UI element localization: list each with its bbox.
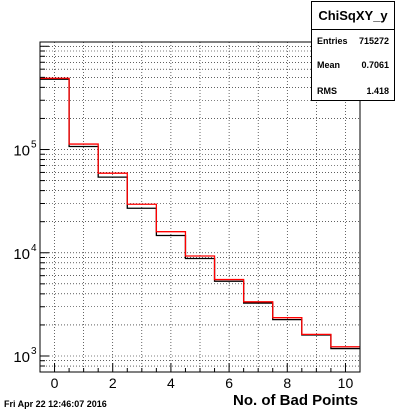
stats-row-rms: RMS 1.418	[317, 86, 389, 96]
x-tick-label: 2	[109, 375, 117, 391]
stats-value: 715272	[358, 36, 389, 46]
x-tick-label: 6	[225, 375, 233, 391]
x-tick-label: 10	[338, 375, 354, 391]
y-tick-label: 10	[13, 349, 30, 366]
stats-box: ChiSqXY_y Entries 715272 Mean 0.7061 RMS…	[311, 1, 395, 101]
y-tick-exponent: 3	[31, 346, 37, 357]
stats-label: Mean	[317, 60, 341, 70]
y-tick-label: 10	[13, 143, 30, 160]
x-tick-label: 4	[167, 375, 175, 391]
stats-label: RMS	[317, 86, 337, 96]
y-tick-exponent: 4	[31, 243, 37, 254]
x-tick-label: 8	[283, 375, 291, 391]
grid-lines	[40, 42, 360, 373]
x-tick-label: 0	[51, 375, 59, 391]
stats-label: Entries	[317, 36, 348, 46]
stats-value: 1.418	[366, 86, 389, 96]
stats-value: 0.7061	[361, 60, 389, 70]
timestamp-footer: Fri Apr 22 12:46:07 2016	[4, 399, 107, 409]
stats-row-entries: Entries 715272	[317, 36, 389, 46]
histogram-red	[40, 77, 360, 348]
y-tick-label: 10	[13, 246, 30, 263]
stats-title: ChiSqXY_y	[312, 2, 394, 30]
y-tick-exponent: 5	[31, 140, 37, 151]
stats-row-mean: Mean 0.7061	[317, 60, 389, 70]
x-axis-label: No. of Bad Points	[233, 392, 358, 409]
histogram-series	[40, 77, 360, 350]
